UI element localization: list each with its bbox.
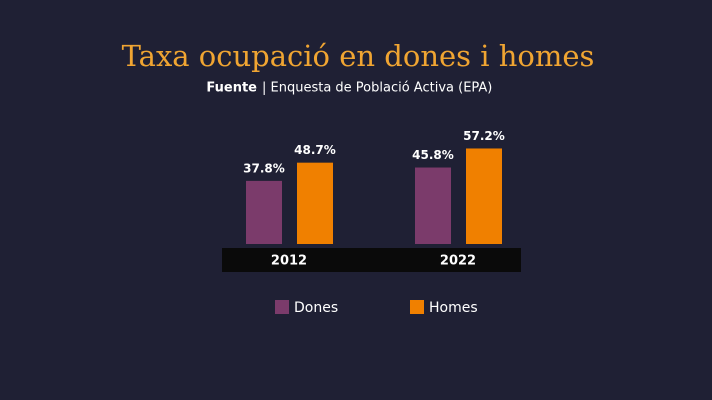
value-label: 48.7% [294, 143, 336, 157]
chart-title: Taxa ocupació en dones i homes [122, 39, 595, 73]
legend-swatch [410, 300, 424, 314]
legend-label: Homes [429, 300, 478, 316]
subtitle: | Enquesta de Població Activa (EPA) [262, 81, 492, 96]
bar [246, 180, 282, 244]
bar [415, 167, 451, 244]
value-label: 57.2% [463, 129, 505, 143]
bar [297, 162, 333, 244]
legend-label: Dones [294, 300, 338, 316]
bar [466, 148, 502, 244]
value-label: 45.8% [412, 148, 454, 162]
category-band [222, 248, 521, 272]
value-label: 37.8% [243, 161, 285, 175]
subtitle-label: Fuente [206, 81, 257, 96]
legend-swatch [275, 300, 289, 314]
x-tick-label: 2022 [440, 254, 476, 269]
x-tick-label: 2012 [271, 254, 307, 269]
